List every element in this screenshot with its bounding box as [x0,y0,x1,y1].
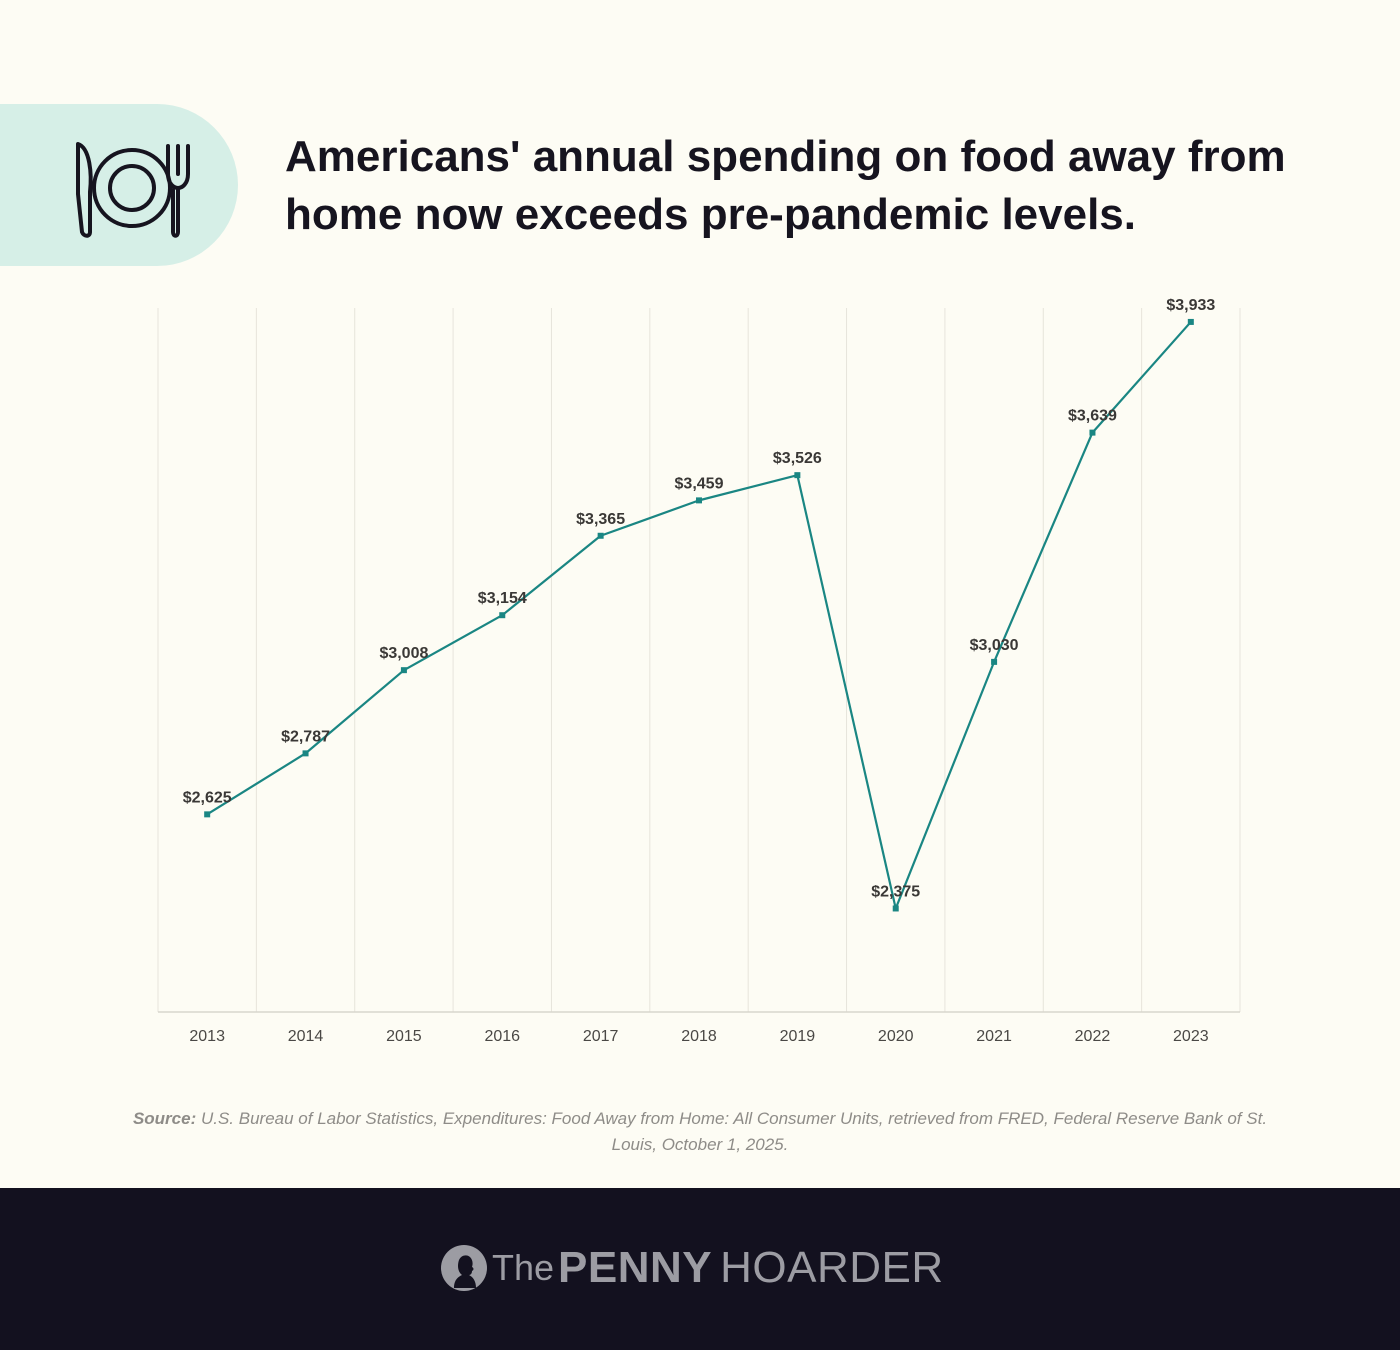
data-point [991,658,998,665]
x-tick-label: 2017 [583,1028,619,1045]
line-chart: $2,625 2013 $2,787 2014 $3,008 2015 $3,154 2016… [157,297,1241,1045]
data-point [1089,429,1096,436]
x-tick-label: 2022 [1075,1028,1111,1045]
x-tick-label: 2021 [976,1028,1012,1045]
data-point [892,905,899,912]
data-label: $3,030 [970,637,1019,654]
data-point [597,532,604,539]
data-point [794,472,801,479]
data-point [302,750,309,757]
data-point [696,497,702,504]
brand-the: The [492,1247,555,1288]
brand-logo: The PENNY HOARDER [440,1240,944,1296]
x-tick-label: 2016 [484,1028,520,1045]
x-tick-label: 2019 [780,1028,816,1045]
x-tick-label: 2013 [189,1028,225,1045]
data-label: $3,459 [675,475,724,492]
source-label: Source: [132,1109,197,1128]
data-label: $3,365 [576,511,625,528]
x-tick-label: 2023 [1173,1028,1209,1045]
data-label: $3,933 [1166,297,1215,314]
penny-coin-icon [441,1245,487,1291]
data-point [499,612,506,619]
brand-hoarder: HOARDER [720,1243,944,1292]
source-note: Source: U.S. Bureau of Labor Statistics,… [130,1106,1270,1158]
x-tick-label: 2015 [386,1028,422,1045]
data-label: $3,008 [379,645,428,662]
data-label: $3,526 [773,450,822,467]
data-point [400,667,407,674]
plate-knife-fork-icon [76,142,190,238]
brand-penny: PENNY [558,1243,713,1292]
data-label: $3,639 [1068,408,1117,425]
footer [0,1188,1400,1350]
chart-title: Americans' annual spending on food away … [285,132,1286,239]
source-text: U.S. Bureau of Labor Statistics, Expendi… [200,1109,1268,1154]
data-point [204,811,211,818]
data-label: $2,787 [281,728,330,745]
header-badge [0,104,238,266]
data-label: $3,154 [478,590,527,607]
x-tick-label: 2014 [288,1028,324,1045]
data-label: $2,625 [183,789,232,806]
x-tick-label: 2020 [878,1028,914,1045]
x-tick-label: 2018 [681,1028,717,1045]
data-label: $2,375 [871,883,920,900]
data-point [1187,318,1194,325]
